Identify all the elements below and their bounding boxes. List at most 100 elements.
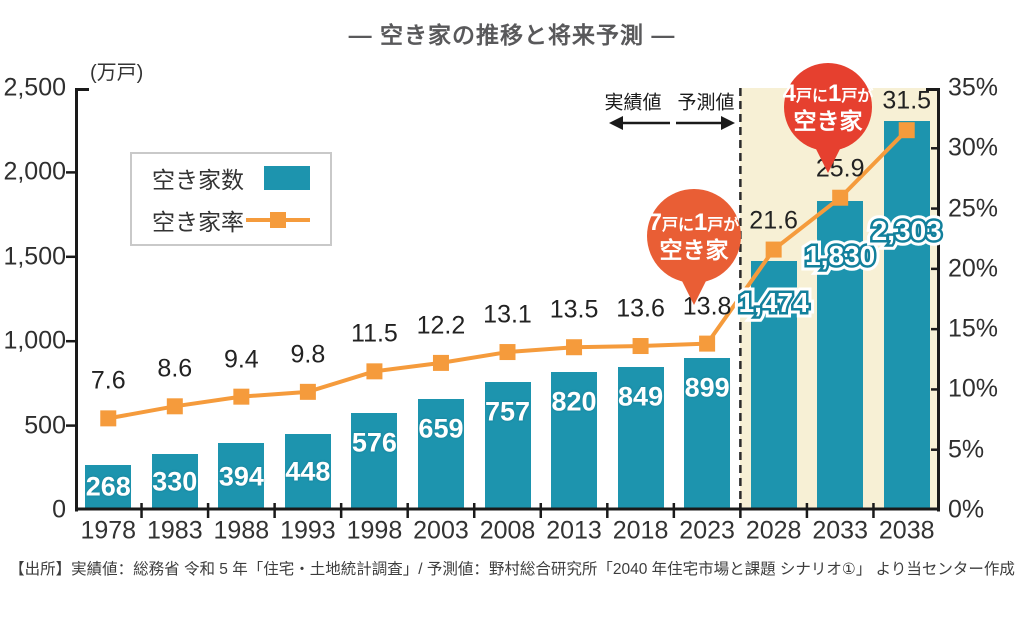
rate-label-2028: 21.6: [749, 206, 798, 235]
right-tick-30: 30%: [948, 133, 999, 162]
bar-label-layer: 2,303: [869, 214, 944, 247]
bar-label-layer: 2,303: [866, 211, 947, 250]
rate-label-2008: 13.1: [483, 300, 532, 329]
bar-label-layer: 2,303: [871, 215, 942, 247]
line-marker-2023: [699, 335, 716, 352]
year-label-2038: 2038: [878, 516, 935, 545]
bar-1978: [85, 464, 132, 510]
line-marker-2018: [632, 338, 649, 355]
line-marker-1983: [166, 398, 183, 415]
line-marker-1988: [233, 388, 250, 405]
bar-label-2003: 659: [418, 413, 464, 444]
legend: 空き家数 空き家率: [130, 152, 332, 246]
year-label-2023: 2023: [679, 516, 735, 545]
year-label-2013: 2013: [546, 516, 602, 545]
right-tick-35: 35%: [948, 73, 999, 102]
year-label-2033: 2033: [812, 516, 868, 545]
right-tick-20: 20%: [948, 254, 999, 283]
rate-label-2013: 13.5: [549, 295, 599, 324]
bar-2003: [417, 398, 464, 510]
year-label-2028: 2028: [745, 516, 802, 545]
bar-label-2033: 1,830 1,830 1,830: [800, 236, 881, 275]
year-label-2018: 2018: [612, 516, 669, 545]
callout-tail: [681, 279, 707, 305]
right-tick-25: 25%: [948, 194, 999, 223]
legend-row-line: 空き家率: [152, 203, 310, 237]
callout-7-line2: 空き家: [659, 236, 729, 263]
year-label-1983: 1983: [146, 516, 203, 545]
rate-label-1978: 7.6: [90, 366, 126, 395]
bar-label-layer: 1,830: [800, 236, 881, 275]
right-tick-0: 0%: [948, 495, 985, 524]
source-note: 【出所】実績値：総務省 令和 5 年「住宅・土地統計調査」/ 予測値：野村総合研…: [9, 561, 1015, 578]
bar-label-1983: 330: [152, 466, 198, 497]
rate-label-2018: 13.6: [616, 294, 665, 323]
bar-label-layer: 1,830: [805, 240, 876, 272]
bar-label-layer: 1,474: [738, 287, 809, 319]
bar-label-2008: 757: [484, 396, 531, 427]
left-tick-2500: 2,500: [3, 73, 66, 102]
line-marker-1978: [100, 410, 117, 427]
callout-1-in-7-vacant: 7戸に1戸が 空き家: [647, 189, 741, 305]
right-tick-5: 5%: [948, 435, 985, 464]
rate-label-1988: 9.4: [223, 345, 259, 374]
callout-1-in-4-vacant: 4戸に1戸が 空き家: [782, 63, 874, 173]
left-axis-unit: (万戸): [90, 62, 144, 84]
line-marker-2008: [499, 344, 516, 361]
actual-arrow-head-left: [609, 116, 623, 130]
bar-2018: [617, 366, 664, 510]
line-marker-2013: [566, 339, 583, 356]
year-label-2003: 2003: [413, 516, 469, 545]
bar-2013: [551, 371, 598, 510]
line-marker-2003: [432, 354, 449, 371]
line-marker-2033: [832, 189, 849, 206]
actual-period-label: 実績値: [604, 92, 662, 114]
bar-label-1978: 268: [85, 471, 131, 502]
year-label-1998: 1998: [346, 516, 403, 545]
bar-1993: [284, 434, 331, 510]
legend-row-bars: 空き家数: [152, 161, 310, 195]
callout-tail: [815, 147, 841, 173]
chart-title: ― 空き家の推移と将来予測 ―: [348, 22, 676, 48]
bar-1983: [151, 454, 198, 510]
bar-label-layer: 1,474: [736, 286, 811, 319]
year-label-1978: 1978: [80, 516, 137, 545]
line-marker-1993: [299, 383, 316, 400]
callout-4-line2: 空き家: [793, 107, 863, 134]
legend-bars-label: 空き家数: [152, 167, 244, 194]
rate-label-2003: 12.2: [416, 311, 466, 340]
callout-4-line1: 4戸に1戸が: [782, 79, 874, 107]
bar-label-1988: 394: [218, 461, 264, 492]
left-tick-2000: 2,000: [3, 157, 66, 186]
year-label-1988: 1988: [213, 516, 270, 545]
right-tick-10: 10%: [948, 374, 999, 403]
left-tick-1000: 1,000: [3, 326, 66, 355]
bar-2033: [817, 201, 864, 510]
bar-label-2018: 849: [618, 381, 664, 412]
line-marker-1998: [366, 363, 383, 380]
rate-label-1998: 11.5: [351, 319, 398, 348]
year-label-1993: 1993: [280, 516, 336, 545]
rate-label-1993: 9.8: [290, 340, 326, 369]
line-marker-2028: [765, 241, 782, 258]
bar-2038: [883, 121, 930, 510]
bar-1998: [351, 412, 398, 510]
bar-label-1993: 448: [285, 456, 331, 487]
forecast-period-label: 予測値: [677, 92, 735, 114]
forecast-arrow-head-right: [721, 116, 735, 130]
bar-2028: [750, 261, 797, 510]
bar-label-layer: 1,830: [803, 239, 878, 272]
rate-label-2038: 31.5: [882, 86, 932, 115]
left-tick-500: 500: [24, 411, 66, 440]
bar-label-layer: 1,474: [733, 283, 814, 322]
bar-label-2038: 2,303 2,303 2,303: [866, 211, 947, 250]
callout-7-line1: 7戸に1戸が: [648, 208, 740, 236]
left-tick-0: 0: [52, 495, 66, 524]
bar-label-2013: 820: [551, 386, 597, 417]
left-tick-1500: 1,500: [3, 242, 66, 271]
rate-label-1983: 8.6: [157, 354, 193, 383]
bar-2023: [684, 358, 731, 510]
